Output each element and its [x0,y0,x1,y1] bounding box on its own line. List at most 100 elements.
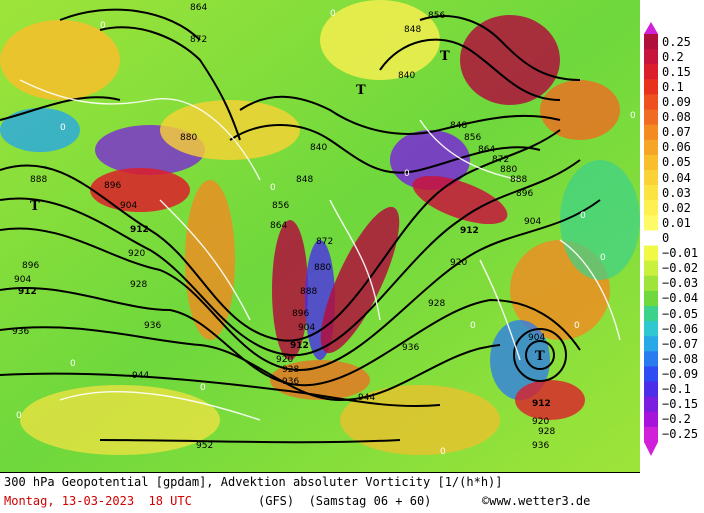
contour-label-952: 952 [196,441,213,451]
legend-label: 0.06 [662,140,691,155]
legend-band [644,411,658,428]
legend-band [644,366,658,383]
contour-label-904c: 904 [14,275,31,285]
svg-text:0: 0 [440,447,446,457]
legend-band [644,170,658,186]
contour-label-904b: 904 [524,217,541,227]
legend-band [644,290,658,307]
source-credit: ©www.wetter3.de [482,494,591,508]
contour-label-896c: 896 [22,261,39,271]
svg-text:0: 0 [60,123,66,133]
contour-label-856c: 856 [428,11,445,21]
svg-text:0: 0 [630,111,636,121]
legend-label: −0.07 [662,336,699,351]
legend-label: 0.01 [662,215,691,230]
legend-label: 0.1 [662,79,684,94]
legend-band [644,230,658,247]
contour-label-936c: 936 [12,327,29,337]
legend-bands [644,34,658,443]
map-date: Montag, 13-03-2023 18 UTC [4,494,192,508]
map-title: 300 hPa Geopotential [gpdam], Advektion … [4,475,503,489]
contour-label-856b: 856 [464,133,481,143]
contour-label-920d: 920 [276,355,293,365]
legend-label: 0.25 [662,34,691,49]
contour-label-840b: 840 [398,71,415,81]
contour-label-944: 944 [132,371,149,381]
weather-map: 888 896 904 912 920 928 936 944 952 840 … [0,0,640,472]
low-marker-southeast: T [535,349,545,364]
legend-label: −0.25 [662,427,699,442]
legend-label: −0.1 [662,382,691,397]
legend-label: −0.2 [662,412,691,427]
color-legend [640,0,704,472]
legend-band [644,260,658,277]
svg-text:0: 0 [200,383,206,393]
map-footer: 300 hPa Geopotential [gpdam], Advektion … [0,472,640,513]
contour-label-872b: 872 [492,155,509,165]
legend-label: 0.05 [662,155,691,170]
contour-label-928b: 928 [428,299,445,309]
legend-band [644,200,658,216]
svg-text:0: 0 [470,321,476,331]
svg-text:0: 0 [330,9,336,19]
legend-band [644,49,658,65]
legend-band [644,381,658,398]
legend-band [644,245,658,262]
legend-band [644,109,658,126]
legend-label: −0.06 [662,321,699,336]
legend-label: −0.02 [662,261,699,276]
contour-label-920c: 920 [532,417,549,427]
svg-text:0: 0 [70,359,76,369]
legend-band [644,94,658,111]
contour-label-936d: 936 [532,441,549,451]
contour-label-848: 848 [296,175,313,185]
contour-labels: 888 896 904 912 920 928 936 944 952 840 … [12,3,555,451]
contour-label-864: 864 [270,221,287,231]
legend-band [644,306,658,322]
svg-text:0: 0 [600,253,606,263]
svg-text:0: 0 [100,21,106,31]
contour-label-896: 896 [104,181,121,191]
contour-label-912b: 912 [290,341,309,351]
legend-band [644,154,658,171]
legend-band [644,124,658,141]
contour-label-928: 928 [130,280,147,290]
contour-label-912d: 912 [532,399,551,409]
contour-label-840: 840 [310,143,327,153]
contour-label-928c: 928 [538,427,555,437]
contour-label-904e: 904 [298,323,315,333]
contour-label-936e: 936 [282,377,299,387]
legend-label: 0.03 [662,185,691,200]
legend-top-arrow [644,22,658,34]
legend-band [644,321,658,337]
legend-band [644,351,658,367]
svg-text:0: 0 [574,321,580,331]
legend-label: −0.04 [662,291,699,306]
legend-band [644,215,658,231]
contour-label-880b: 880 [500,165,517,175]
contour-label-936b: 936 [402,343,419,353]
contour-label-936: 936 [144,321,161,331]
svg-text:0: 0 [580,211,586,221]
contour-label-920b: 920 [450,258,467,268]
low-markers: T T T T [30,49,545,364]
zero-markers: 0 0 0 0 0 0 0 0 0 0 0 0 0 0 [16,9,636,457]
legend-band [644,79,658,95]
contour-label-848c: 848 [404,25,421,35]
contour-label-944b: 944 [358,393,375,403]
contour-label-888b: 888 [510,175,527,185]
svg-text:0: 0 [16,411,22,421]
contour-label-896b: 896 [516,189,533,199]
legend-label: 0.07 [662,125,691,140]
contour-label-864b: 864 [478,145,495,155]
low-marker-west: T [30,199,40,214]
contour-label-888: 888 [30,175,47,185]
legend-label: −0.09 [662,367,699,381]
contour-label-848b: 848 [450,121,467,131]
vorticity-field [0,0,640,455]
legend-label: 0.09 [662,95,691,109]
model-run: (GFS) (Samstag 06 + 60) [258,494,432,508]
low-marker-north: T [356,83,366,98]
legend-label: 0 [662,231,670,245]
legend-band [644,426,658,443]
